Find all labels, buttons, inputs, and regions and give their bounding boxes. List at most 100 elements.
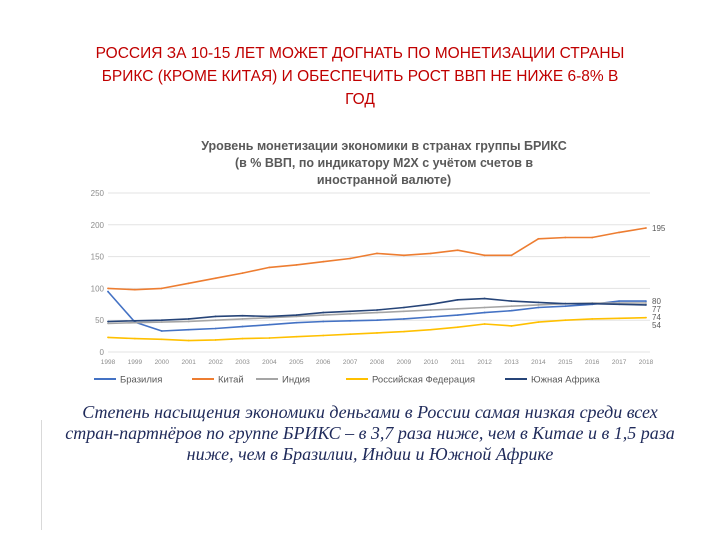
slide-title: РОССИЯ ЗА 10-15 ЛЕТ МОЖЕТ ДОГНАТЬ ПО МОН…	[20, 42, 700, 111]
x-tick-label: 2017	[612, 359, 627, 366]
data-point	[322, 260, 325, 263]
x-tick-label: 2012	[477, 359, 492, 366]
data-point	[268, 323, 271, 326]
series-end-label: 80	[652, 297, 661, 306]
series-end-label: 54	[652, 321, 661, 330]
data-point	[429, 303, 432, 306]
data-point	[510, 300, 513, 303]
chart-title: Уровень монетизации экономики в странах …	[201, 139, 567, 187]
data-point	[160, 338, 163, 341]
data-point	[483, 311, 486, 314]
data-point	[187, 318, 190, 320]
data-point	[429, 309, 432, 311]
chart-container: Уровень монетизации экономики в странах …	[88, 130, 670, 392]
x-tick-label: 2006	[316, 359, 331, 366]
data-point	[214, 339, 217, 341]
data-point	[322, 311, 325, 314]
data-point	[403, 330, 405, 333]
data-point	[134, 288, 136, 291]
x-tick-label: 2016	[585, 359, 600, 366]
data-point	[134, 337, 136, 340]
slide-title-line: РОССИЯ ЗА 10-15 ЛЕТ МОЖЕТ ДОГНАТЬ ПО МОН…	[95, 45, 625, 62]
x-tick-label: 2009	[397, 359, 412, 366]
series-line	[107, 291, 646, 332]
data-point	[241, 272, 244, 275]
data-point	[645, 316, 647, 319]
legend-entry: Китай	[218, 375, 244, 386]
data-point	[349, 312, 351, 315]
data-point	[429, 252, 432, 255]
data-point	[107, 287, 109, 290]
data-point	[187, 320, 190, 323]
legend-entry: Российская Федерация	[372, 375, 475, 386]
data-point	[214, 327, 217, 330]
series-end-label: 195	[652, 224, 666, 233]
data-point	[510, 309, 513, 312]
data-point	[618, 303, 620, 306]
x-tick-label: 2015	[558, 359, 573, 366]
data-point	[241, 325, 244, 328]
data-point	[376, 252, 378, 255]
data-point	[483, 306, 486, 309]
data-point	[456, 249, 459, 252]
data-point	[349, 257, 351, 260]
data-point	[645, 304, 647, 306]
data-point	[214, 319, 217, 322]
data-point	[456, 326, 459, 329]
data-point	[591, 236, 594, 239]
y-tick-label: 150	[91, 253, 105, 262]
y-tick-label: 200	[91, 221, 105, 230]
data-point	[376, 319, 378, 322]
data-point	[107, 290, 109, 293]
data-point	[295, 315, 298, 318]
data-point	[349, 310, 351, 313]
data-point	[376, 332, 378, 334]
data-point	[537, 321, 540, 324]
data-point	[510, 325, 513, 327]
data-point	[349, 333, 351, 336]
chart-title-line: (в % ВВП, по индикатору M2X с учётом сче…	[235, 156, 533, 170]
y-tick-label: 50	[95, 316, 104, 325]
data-point	[187, 282, 190, 285]
slide-caption: Степень насыщения экономики деньгами в Р…	[65, 402, 675, 464]
data-point	[134, 319, 136, 322]
data-point	[134, 321, 136, 324]
x-tick-label: 1999	[128, 359, 143, 366]
x-tick-label: 2014	[531, 359, 546, 366]
data-point	[295, 314, 298, 317]
data-point	[537, 301, 540, 304]
data-point	[456, 314, 459, 317]
data-point	[268, 337, 271, 339]
data-point	[376, 311, 378, 314]
data-point	[591, 318, 594, 320]
x-tick-label: 2002	[208, 359, 223, 366]
data-point	[456, 307, 459, 310]
data-point	[645, 227, 647, 229]
y-tick-label: 250	[91, 189, 105, 198]
data-point	[510, 254, 513, 257]
x-axis: 1998 1999 2000 2001 2002 2003 2004 2005 2006 2007…	[101, 359, 654, 366]
x-tick-label: 2000	[155, 359, 170, 366]
data-point	[483, 254, 486, 257]
data-point	[483, 323, 486, 325]
y-tick-label: 0	[100, 348, 105, 357]
data-point	[268, 316, 271, 319]
chart-series	[107, 227, 647, 342]
data-point	[160, 287, 163, 290]
data-point	[160, 319, 163, 322]
x-tick-label: 2011	[451, 359, 465, 366]
data-point	[429, 328, 432, 331]
data-point	[214, 315, 217, 318]
data-point	[295, 263, 298, 266]
data-point	[322, 320, 325, 323]
x-tick-label: 1998	[101, 359, 116, 366]
data-point	[456, 298, 459, 301]
line-chart: Уровень монетизации экономики в странах …	[91, 139, 666, 386]
legend-entry: Бразилия	[120, 375, 162, 386]
y-axis: 0 50 100 150 200 250	[91, 189, 105, 357]
data-point	[618, 302, 620, 304]
data-point	[241, 337, 244, 340]
data-point	[268, 315, 271, 318]
chart-title-line: иностранной валюте)	[317, 173, 451, 187]
